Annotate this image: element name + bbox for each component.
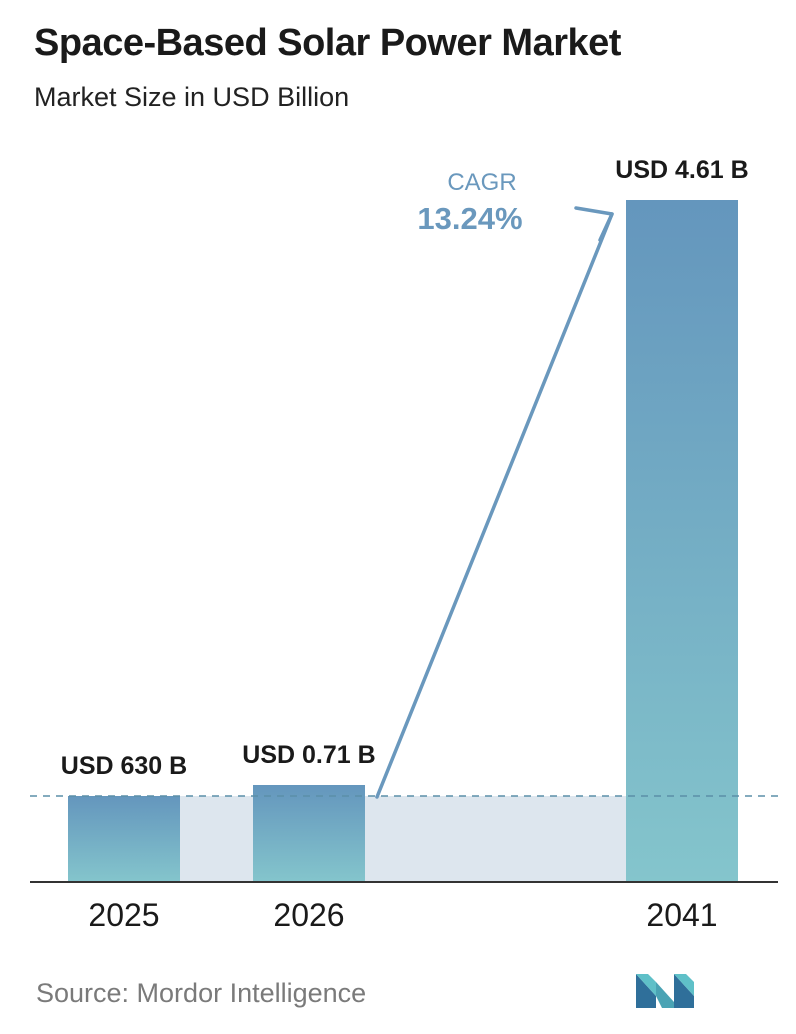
data-label-2041: USD 4.61 B [615, 156, 748, 184]
x-tick-label-2041: 2041 [646, 897, 717, 933]
chart-subtitle: Market Size in USD Billion [34, 82, 350, 112]
cagr-value: 13.24% [417, 201, 522, 236]
source-text: Source: Mordor Intelligence [36, 978, 367, 1008]
chart-title: Space-Based Solar Power Market [34, 22, 621, 64]
mordor-logo-icon [636, 974, 694, 1008]
bar-2041 [626, 200, 738, 882]
x-tick-label-2026: 2026 [273, 897, 344, 933]
data-label-2025: USD 630 B [61, 752, 187, 780]
cagr-label: CAGR [447, 169, 516, 196]
data-label-2026: USD 0.71 B [242, 741, 375, 769]
bar-2026 [253, 785, 365, 882]
cagr-arrow [375, 206, 614, 799]
x-tick-label-2025: 2025 [88, 897, 159, 933]
bar-2025 [68, 796, 180, 882]
